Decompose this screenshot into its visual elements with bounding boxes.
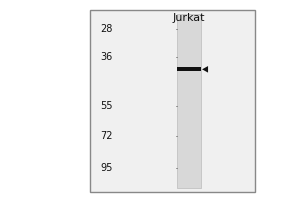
Polygon shape [202, 66, 208, 73]
Text: 55: 55 [100, 101, 113, 111]
Bar [178, 67, 201, 71]
Text: Jurkat: Jurkat [173, 13, 205, 23]
Text: 36: 36 [100, 52, 112, 62]
Bar [90, 10, 255, 192]
Text: 72: 72 [100, 131, 113, 141]
Bar [178, 14, 201, 188]
Text: 28: 28 [100, 24, 113, 34]
Text: 95: 95 [100, 163, 113, 173]
